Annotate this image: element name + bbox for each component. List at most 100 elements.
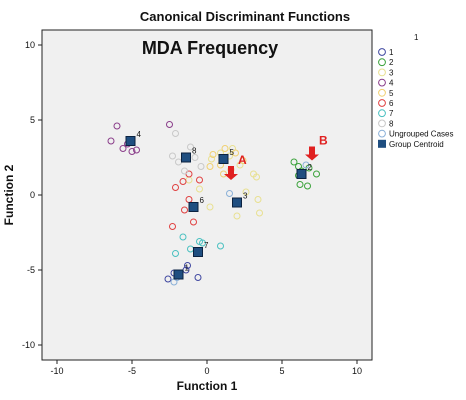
- data-point-group-7: [179, 233, 187, 241]
- data-point-group-8: [187, 143, 194, 151]
- data-point-group-8: [191, 154, 199, 161]
- annotation-arrow-B: [305, 146, 319, 161]
- data-point-group-3: [233, 212, 241, 220]
- data-point-group-4: [119, 145, 127, 152]
- data-point-group-8: [181, 167, 188, 175]
- centroid-label-2: 2: [308, 163, 313, 172]
- group-centroid-4: [125, 136, 136, 146]
- data-point-group-1: [194, 274, 202, 281]
- legend-marker-ungrouped: [378, 129, 386, 138]
- data-point-group-8: [169, 152, 176, 160]
- data-point-group-6: [190, 218, 197, 226]
- legend-label-group-2: 2: [389, 58, 394, 67]
- group-centroid-5: [218, 154, 229, 164]
- legend-marker-group-3: [378, 68, 386, 77]
- x-axis-title: Function 1: [177, 379, 238, 393]
- data-point-group-4: [133, 146, 140, 154]
- data-point-group-2: [313, 170, 320, 178]
- centroid-label-8: 8: [192, 147, 197, 156]
- data-point-group-6: [181, 206, 188, 214]
- data-point-ungrouped: [302, 161, 310, 169]
- legend-header: 1: [414, 33, 419, 42]
- annotation-markers: AB: [224, 134, 328, 180]
- legend-label-ungrouped: Ungrouped Cases: [389, 130, 453, 139]
- centroid-label-5: 5: [230, 148, 235, 157]
- data-point-group-2: [296, 181, 304, 188]
- data-point-group-2: [290, 158, 298, 166]
- y-axis-title: Function 2: [2, 164, 16, 225]
- y-tick-label: -10: [22, 340, 35, 350]
- data-point-group-6: [179, 178, 187, 185]
- data-point-group-1: [164, 275, 172, 283]
- data-point-group-3: [206, 203, 214, 211]
- data-point-group-7: [172, 250, 179, 257]
- centroid-label-7: 7: [204, 241, 209, 250]
- axis-ticks: -10 -5 0 5 10 -10 -5 0 5 10: [22, 40, 362, 376]
- annotation-arrow-A: [224, 166, 238, 180]
- annotation-label-B: B: [319, 134, 328, 148]
- data-point-group-5: [209, 151, 217, 158]
- data-point-group-6: [169, 223, 176, 230]
- data-point-group-3: [256, 209, 263, 217]
- data-point-group-2: [304, 182, 311, 190]
- data-point-ungrouped: [226, 190, 233, 197]
- x-tick-label: 5: [279, 366, 284, 376]
- centroid-label-1: 1: [185, 264, 190, 273]
- data-point-group-3: [253, 173, 260, 181]
- data-point-group-7: [217, 242, 224, 250]
- annotation-label-A: A: [238, 153, 247, 167]
- group-centroid-3: [232, 197, 242, 208]
- data-point-group-4: [128, 148, 136, 155]
- data-point-group-4: [107, 137, 115, 145]
- data-point-group-4: [113, 122, 121, 130]
- data-point-group-5: [239, 157, 247, 164]
- legend-marker-group-6: [378, 99, 386, 107]
- group-centroid-7: [193, 247, 203, 257]
- data-point-group-5: [232, 149, 239, 157]
- data-point-group-8: [172, 130, 179, 137]
- data-point-group-4: [166, 121, 173, 128]
- legend-marker-group-2: [378, 58, 386, 67]
- legend-marker-group-5: [378, 88, 386, 97]
- data-point-group-1: [184, 262, 191, 269]
- data-point-group-7: [199, 239, 206, 247]
- y-tick-label: -5: [27, 265, 35, 275]
- data-point-group-5: [206, 163, 214, 170]
- y-tick-label: 5: [30, 115, 35, 125]
- data-point-group-3: [242, 188, 250, 196]
- data-point-group-8: [197, 163, 205, 170]
- group-centroid-2: [296, 169, 307, 179]
- data-point-group-6: [196, 176, 203, 184]
- legend-label-group-3: 3: [389, 68, 394, 77]
- centroid-label-3: 3: [243, 192, 248, 201]
- group-centroid-1: [173, 269, 184, 280]
- legend-label-group-7: 7: [389, 109, 394, 118]
- legend-label-group-8: 8: [389, 119, 394, 128]
- y-tick-label: 0: [30, 190, 35, 200]
- data-point-group-3: [208, 155, 215, 163]
- overlay-title: MDA Frequency: [142, 38, 278, 58]
- group-centroids: 1 2 3 4 5 6 7 8: [125, 130, 313, 280]
- centroid-label-4: 4: [137, 130, 142, 139]
- legend-marker-group-8: [378, 119, 386, 128]
- x-tick-label: 10: [352, 366, 362, 376]
- centroid-label-6: 6: [200, 196, 205, 205]
- legend-label-group-1: 1: [389, 48, 394, 57]
- legend-label-group-6: 6: [389, 99, 394, 108]
- group-centroid-8: [181, 152, 191, 163]
- legend-marker-centroid: [378, 139, 386, 148]
- legend-label-group-4: 4: [389, 79, 394, 88]
- y-tick-label: 10: [25, 40, 35, 50]
- data-point-group-5: [221, 145, 229, 152]
- legend-marker-group-7: [378, 109, 386, 118]
- legend-label-group-5: 5: [389, 89, 394, 98]
- legend-marker-group-1: [378, 48, 386, 56]
- plot-area: [41, 29, 373, 361]
- group-centroid-6: [188, 202, 199, 212]
- data-point-group-3: [196, 185, 203, 193]
- x-tick-label: 0: [204, 366, 209, 376]
- chart-title: Canonical Discriminant Functions: [140, 9, 350, 24]
- data-point-group-3: [254, 196, 262, 203]
- x-tick-label: -5: [128, 366, 136, 376]
